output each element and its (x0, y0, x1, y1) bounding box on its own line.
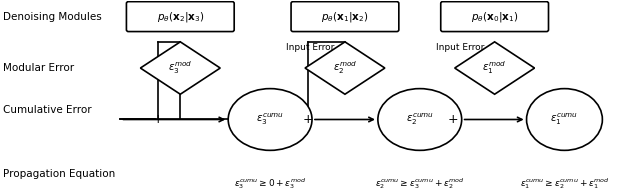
FancyBboxPatch shape (291, 2, 399, 32)
Text: +: + (153, 113, 164, 126)
Text: Cumulative Error: Cumulative Error (3, 105, 92, 115)
Text: $\varepsilon_3^{cumu} \geq 0 + \varepsilon_3^{mod}$: $\varepsilon_3^{cumu} \geq 0 + \varepsil… (234, 177, 307, 191)
Text: Propagation Equation: Propagation Equation (3, 169, 115, 179)
Ellipse shape (378, 89, 461, 150)
Polygon shape (140, 42, 220, 94)
Text: $\varepsilon_2^{cumu} \geq \varepsilon_3^{cumu} + \varepsilon_2^{mod}$: $\varepsilon_2^{cumu} \geq \varepsilon_3… (375, 177, 465, 191)
Text: $\varepsilon_2^{mod}$: $\varepsilon_2^{mod}$ (333, 60, 357, 76)
Text: $\varepsilon_2^{cumu}$: $\varepsilon_2^{cumu}$ (406, 112, 434, 127)
Text: $\varepsilon_3^{cumu}$: $\varepsilon_3^{cumu}$ (256, 112, 284, 127)
Text: Modular Error: Modular Error (3, 63, 74, 73)
Text: $\varepsilon_3^{mod}$: $\varepsilon_3^{mod}$ (168, 60, 193, 76)
Polygon shape (454, 42, 534, 94)
Polygon shape (305, 42, 385, 94)
Text: Input Error: Input Error (435, 43, 484, 52)
Ellipse shape (228, 89, 312, 150)
Text: $p_\theta(\mathbf{x}_0|\mathbf{x}_1)$: $p_\theta(\mathbf{x}_0|\mathbf{x}_1)$ (471, 10, 518, 24)
Text: $\varepsilon_1^{cumu}$: $\varepsilon_1^{cumu}$ (550, 112, 579, 127)
Text: Denoising Modules: Denoising Modules (3, 12, 102, 22)
Text: +: + (447, 113, 458, 126)
Ellipse shape (527, 89, 602, 150)
Text: $p_\theta(\mathbf{x}_1|\mathbf{x}_2)$: $p_\theta(\mathbf{x}_1|\mathbf{x}_2)$ (321, 10, 369, 24)
Text: $\varepsilon_1^{cumu} \geq \varepsilon_2^{cumu} + \varepsilon_1^{mod}$: $\varepsilon_1^{cumu} \geq \varepsilon_2… (520, 177, 609, 191)
Text: Input Error: Input Error (286, 43, 334, 52)
FancyBboxPatch shape (127, 2, 234, 32)
Text: $p_\theta(\mathbf{x}_2|\mathbf{x}_3)$: $p_\theta(\mathbf{x}_2|\mathbf{x}_3)$ (157, 10, 204, 24)
Text: $\varepsilon_1^{mod}$: $\varepsilon_1^{mod}$ (483, 60, 507, 76)
Text: +: + (303, 113, 314, 126)
FancyBboxPatch shape (441, 2, 548, 32)
